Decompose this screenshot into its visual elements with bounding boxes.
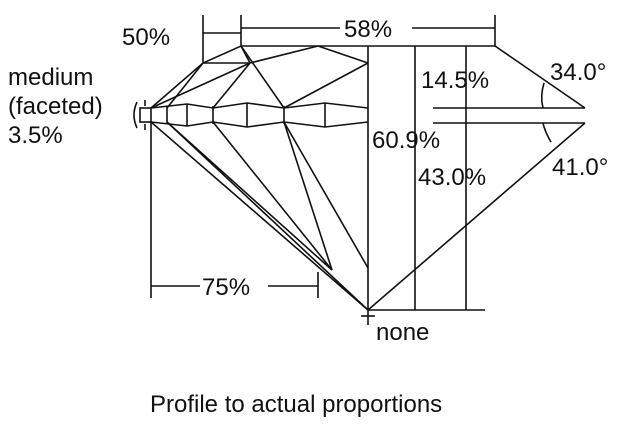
girdle-style-label: (faceted) [8,93,103,120]
diamond-outline [139,45,586,311]
pavilion-angle-label: 41.0° [552,154,608,181]
crown-height-label: 14.5% [421,67,489,94]
culet-label: none [376,319,429,346]
crown-angle-arc [540,82,545,109]
table-width-label: 50% [122,24,170,51]
girdle-type-label: medium [8,64,93,91]
lower-half-length-label: 75% [202,274,250,301]
table-diameter-label: 58% [344,16,392,43]
crown-angle-label: 34.0° [550,59,606,86]
pavilion-angle-arc [542,122,552,143]
pavilion-depth-label: 43.0% [418,164,486,191]
girdle-thickness-label: 3.5% [8,122,63,149]
caption: Profile to actual proportions [150,391,442,418]
total-depth-label: 60.9% [372,127,440,154]
dimension-lines [133,15,552,325]
